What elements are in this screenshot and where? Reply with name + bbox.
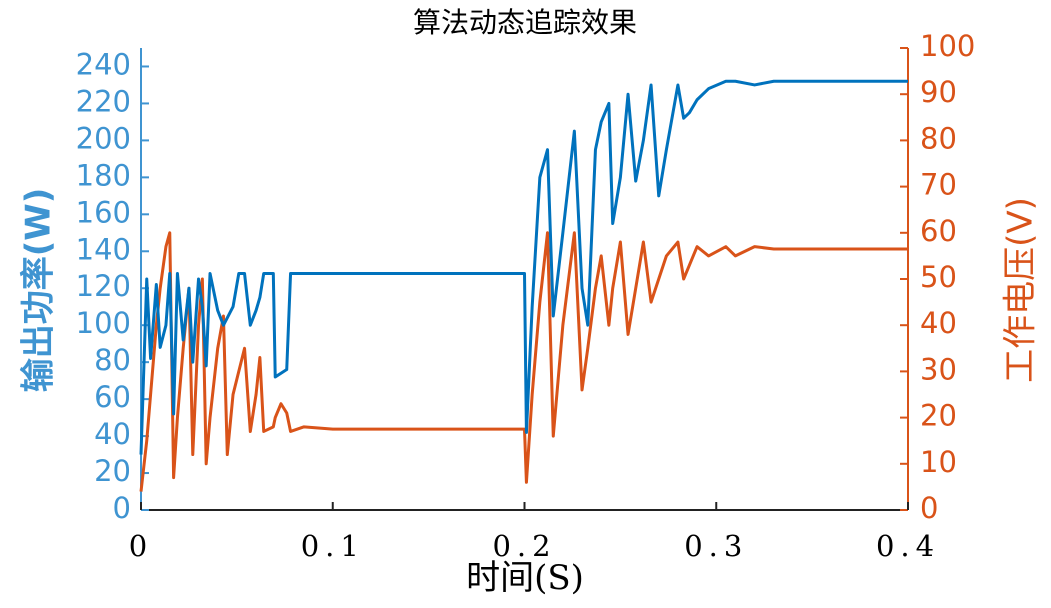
x-tick-label: 0.1: [301, 529, 365, 563]
x-axis-label: 时间(S): [466, 558, 584, 598]
series-line: [139, 231, 908, 492]
y-tick-label: 240: [76, 47, 131, 81]
y2-tick-label: 50: [920, 260, 957, 294]
y-tick-label: 160: [76, 195, 131, 229]
y-axis-label: 输出功率(W): [19, 188, 59, 393]
y-tick-label: 20: [94, 454, 131, 488]
y2-tick-label: 100: [920, 29, 975, 63]
y2-tick-label: 90: [920, 75, 957, 109]
y-tick-label: 60: [94, 380, 131, 414]
y2-tick-label: 0: [920, 491, 938, 525]
chart-title: 算法动态追踪效果: [413, 6, 637, 39]
y-tick-label: 180: [76, 158, 131, 192]
x-tick-label: 0.2: [492, 529, 556, 563]
x-tick-label: 0: [129, 529, 153, 563]
y-tick-label: 220: [76, 84, 131, 118]
y2-tick-label: 20: [920, 399, 957, 433]
y2-tick-label: 60: [920, 214, 957, 248]
x-tick-label: 0.4: [876, 529, 940, 563]
y2-tick-label: 80: [920, 121, 957, 155]
y-tick-label: 200: [76, 121, 131, 155]
y2-tick-label: 10: [920, 445, 957, 479]
y-tick-label: 80: [94, 343, 131, 377]
y-tick-label: 0: [113, 491, 131, 525]
y-tick-label: 140: [76, 232, 131, 266]
y2-tick-label: 30: [920, 352, 957, 386]
y2-tick-label: 40: [920, 306, 957, 340]
y2-tick-label: 70: [920, 168, 957, 202]
y-tick-label: 40: [94, 417, 131, 451]
y-tick-label: 100: [76, 306, 131, 340]
y2-axis-label: 工作电压(V): [1001, 197, 1041, 383]
y-tick-label: 120: [76, 269, 131, 303]
series-line: [139, 79, 908, 455]
x-tick-label: 0.3: [684, 529, 748, 563]
